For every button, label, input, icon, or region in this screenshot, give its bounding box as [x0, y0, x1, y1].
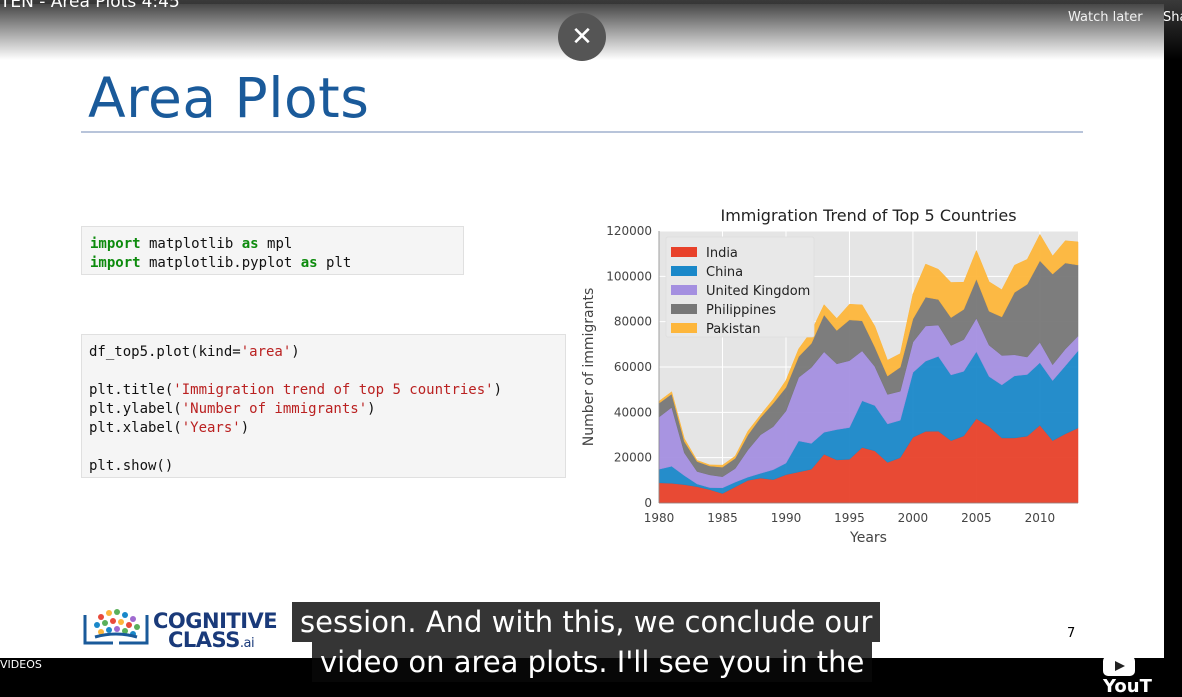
code-text: matplotlib.pyplot — [140, 255, 301, 271]
code-text: plt — [317, 255, 352, 271]
code-text: plt.title( — [89, 382, 174, 398]
code-keyword: as — [300, 255, 318, 271]
youtube-label: YouT — [1103, 676, 1152, 697]
more-videos-button[interactable]: VIDEOS — [0, 658, 42, 671]
logo-text-line1: COGNITIVE — [153, 609, 278, 633]
x-tick-label: 2010 — [1025, 511, 1056, 525]
share-button[interactable]: Sha — [1163, 10, 1182, 25]
code-keyword: import — [90, 255, 141, 271]
legend-swatch — [671, 304, 697, 314]
code-text: ) — [367, 401, 376, 417]
watch-later-button[interactable]: Watch later — [1068, 10, 1143, 25]
y-axis-label: Number of immigrants — [581, 288, 597, 447]
logo-text-line2: CLASS.ai — [168, 628, 255, 652]
x-tick-label: 1980 — [644, 511, 675, 525]
code-cell-imports: import matplotlib as mpl import matplotl… — [81, 226, 464, 275]
code-string: 'Years' — [181, 420, 241, 436]
code-string: 'Immigration trend of top 5 countries' — [173, 382, 494, 398]
code-text: mpl — [258, 236, 293, 252]
legend-label: China — [706, 265, 743, 280]
code-text: plt.ylabel( — [89, 401, 182, 417]
code-string: 'area' — [240, 344, 292, 360]
x-tick-label: 2000 — [898, 511, 929, 525]
code-text: plt.xlabel( — [89, 420, 182, 436]
slide-title: Area Plots — [88, 66, 370, 130]
area-chart: 0 20000 40000 60000 80000 100000 120000 1980 198… — [581, 206, 1079, 546]
y-tick-label: 20000 — [614, 451, 652, 465]
code-text: ) — [240, 420, 250, 436]
caption-line-2: video on area plots. I'll see you in the — [312, 642, 873, 682]
legend-label: Pakistan — [706, 322, 760, 337]
code-cell-plot: df_top5.plot(kind='area') plt.title('Imm… — [81, 334, 566, 478]
title-divider — [81, 131, 1083, 133]
legend-swatch — [671, 285, 697, 295]
x-tick-label: 2005 — [961, 511, 992, 525]
y-tick-label: 100000 — [606, 269, 652, 283]
slide: Area Plots import matplotlib as mpl impo… — [0, 4, 1164, 658]
video-title[interactable]: TEN - Area Plots 4:45 — [0, 0, 180, 12]
area-series-pakistan — [658, 233, 1079, 468]
x-axis-label: Years — [849, 530, 887, 546]
y-tick-label: 0 — [644, 496, 652, 510]
code-keyword: import — [90, 236, 141, 252]
caption-line-1: session. And with this, we conclude our — [292, 602, 881, 642]
logo-text-class: CLASS — [168, 628, 240, 652]
x-tick-label: 1990 — [771, 511, 802, 525]
code-text: df_top5.plot(kind= — [89, 344, 241, 360]
code-text: matplotlib — [140, 236, 242, 252]
legend-swatch — [671, 266, 697, 276]
close-icon[interactable]: ✕ — [558, 13, 606, 61]
legend-label: Philippines — [706, 303, 776, 318]
chart-title: Immigration Trend of Top 5 Countries — [720, 206, 1016, 225]
legend-swatch — [671, 247, 697, 257]
youtube-play-icon — [1103, 656, 1135, 676]
cognitive-class-logo-icon — [83, 609, 149, 645]
y-tick-label: 60000 — [614, 360, 652, 374]
y-tick-label: 80000 — [614, 315, 652, 329]
legend-label: India — [706, 246, 738, 261]
y-tick-label: 120000 — [606, 224, 652, 238]
x-tick-label: 1995 — [834, 511, 865, 525]
code-string: 'Number of immigrants' — [181, 401, 368, 417]
legend-swatch — [671, 323, 697, 333]
code-text: plt.show() — [89, 458, 174, 474]
youtube-logo[interactable]: YouT — [1103, 655, 1182, 697]
code-text: ) — [493, 382, 503, 398]
legend-box — [665, 236, 815, 338]
logo-text-suffix: .ai — [239, 636, 255, 651]
y-tick-label: 40000 — [614, 405, 652, 419]
code-keyword: as — [241, 236, 259, 252]
legend-label: United Kingdom — [706, 284, 810, 299]
x-tick-label: 1985 — [707, 511, 738, 525]
slide-page-number: 7 — [1067, 626, 1076, 641]
code-text: ) — [291, 344, 300, 360]
